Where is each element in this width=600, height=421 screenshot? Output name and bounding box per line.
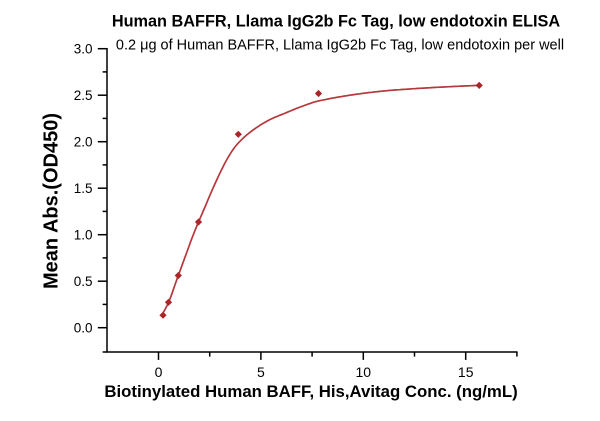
svg-text:1.0: 1.0	[74, 228, 93, 243]
svg-text:2.0: 2.0	[74, 135, 93, 150]
svg-text:15: 15	[458, 364, 474, 380]
svg-text:Mean Abs.(OD450): Mean Abs.(OD450)	[41, 113, 63, 289]
svg-text:2.5: 2.5	[74, 88, 93, 103]
svg-text:Biotinylated Human BAFF, His,A: Biotinylated Human BAFF, His,Avitag Conc…	[104, 382, 517, 401]
svg-text:0: 0	[155, 364, 163, 380]
svg-text:0.0: 0.0	[74, 321, 93, 336]
svg-text:1.5: 1.5	[74, 181, 93, 196]
svg-text:10: 10	[356, 364, 372, 380]
svg-text:0.2 μg of Human BAFFR, Llama I: 0.2 μg of Human BAFFR, Llama IgG2b Fc Ta…	[116, 38, 564, 54]
svg-text:0.5: 0.5	[74, 274, 93, 289]
svg-text:Human BAFFR, Llama IgG2b Fc Ta: Human BAFFR, Llama IgG2b Fc Tag, low end…	[112, 12, 561, 30]
svg-text:3.0: 3.0	[74, 42, 93, 57]
svg-text:5: 5	[257, 364, 265, 380]
